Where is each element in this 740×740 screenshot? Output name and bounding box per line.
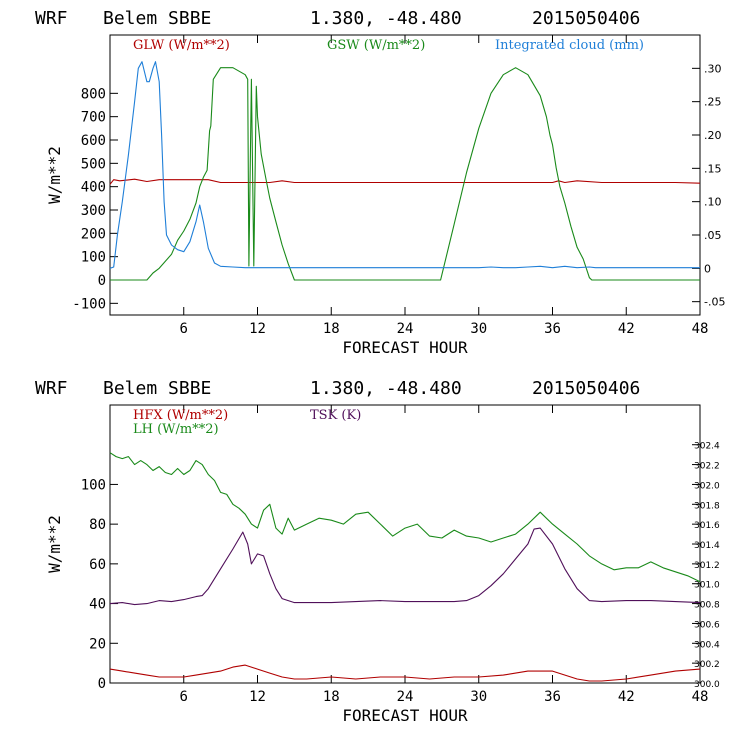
header-station: Belem SBBE xyxy=(103,8,211,29)
header-coords: 1.380, -48.480 xyxy=(310,8,462,29)
plot-frame xyxy=(109,34,701,316)
right-tick-label: 301.0 xyxy=(694,581,720,591)
x-tick-label: 30 xyxy=(470,689,487,705)
right-tick-label: 0 xyxy=(704,262,711,275)
y-tick-label: 80 xyxy=(89,517,106,533)
x-tick-label: 6 xyxy=(180,689,188,705)
x-axis-label: FORECAST HOUR xyxy=(342,706,468,725)
right-tick-label: 301.4 xyxy=(694,541,720,551)
x-tick-label: 42 xyxy=(618,689,635,705)
series-line-1 xyxy=(109,664,701,682)
right-tick-label: 300.8 xyxy=(694,601,720,611)
y-tick-label: 600 xyxy=(81,133,106,149)
header-init: 2015050406 xyxy=(532,378,640,399)
header-model: WRF xyxy=(35,8,68,29)
y-tick-label: 300 xyxy=(81,203,106,219)
right-tick-label: 300.4 xyxy=(694,640,720,650)
y-tick-label: 40 xyxy=(89,597,106,613)
right-tick-label: 302.2 xyxy=(694,462,720,472)
right-tick-label: .20 xyxy=(704,129,722,142)
header-station: Belem SBBE xyxy=(103,378,211,399)
x-tick-label: 48 xyxy=(692,321,709,337)
x-tick-label: 12 xyxy=(249,321,266,337)
x-tick-label: 48 xyxy=(692,689,709,705)
right-tick-label: .10 xyxy=(704,196,722,209)
right-tick-label: 301.8 xyxy=(694,501,720,511)
y-axis-label: W/m**2 xyxy=(45,146,64,204)
y-axis-label: W/m**2 xyxy=(45,515,64,573)
x-tick-label: 12 xyxy=(249,689,266,705)
y-tick-label: 800 xyxy=(81,86,106,102)
y-tick-label: 20 xyxy=(89,636,106,652)
y-tick-label: 100 xyxy=(81,250,106,266)
y-tick-label: 0 xyxy=(98,273,106,289)
x-tick-label: 36 xyxy=(544,689,561,705)
legend-entry-2: GSW (W/m**2) xyxy=(327,38,425,53)
y-tick-label: 100 xyxy=(81,477,106,493)
right-tick-label: 301.2 xyxy=(694,561,720,571)
series-line-3 xyxy=(109,61,700,269)
right-tick-label: .15 xyxy=(704,162,722,175)
right-tick-label: 300.2 xyxy=(694,660,720,670)
panel-1: WRF Belem SBBE 1.380, -48.480 2015050406 6 12… xyxy=(35,8,725,357)
header-init: 2015050406 xyxy=(532,8,640,29)
x-tick-label: 18 xyxy=(323,689,340,705)
x-tick-label: 6 xyxy=(180,321,188,337)
x-tick-label: 42 xyxy=(618,321,635,337)
y-tick-label: 0 xyxy=(98,676,106,692)
x-tick-label: 24 xyxy=(397,689,414,705)
series-line-1 xyxy=(109,178,701,185)
right-tick-label: .05 xyxy=(704,229,722,242)
right-tick-label: 301.6 xyxy=(694,521,720,531)
series-line-2 xyxy=(109,452,701,583)
header-coords: 1.380, -48.480 xyxy=(310,378,462,399)
y-tick-label: 60 xyxy=(89,557,106,573)
right-tick-label: 300.6 xyxy=(694,620,720,630)
x-tick-label: 18 xyxy=(323,321,340,337)
legend-entry-3: Integrated cloud (mm) xyxy=(495,38,644,53)
legend-entry-1: HFX (W/m**2) xyxy=(133,408,228,423)
right-tick-label: 302.4 xyxy=(694,442,720,452)
y-tick-label: -100 xyxy=(72,296,106,312)
plot-frame xyxy=(109,404,701,684)
legend-entry-3: TSK (K) xyxy=(310,408,361,423)
x-tick-label: 36 xyxy=(544,321,561,337)
right-tick-label: -.05 xyxy=(704,296,725,309)
right-tick-label: .25 xyxy=(704,96,722,109)
legend-entry-1: GLW (W/m**2) xyxy=(133,38,230,53)
y-tick-label: 500 xyxy=(81,156,106,172)
panel-2: WRF Belem SBBE 1.380, -48.480 2015050406 6 12… xyxy=(35,378,720,725)
y-tick-label: 400 xyxy=(81,180,106,196)
right-tick-label: 302.0 xyxy=(694,481,720,491)
right-tick-label: 300.0 xyxy=(694,680,720,690)
header-model: WRF xyxy=(35,378,68,399)
legend-entry-2: LH (W/m**2) xyxy=(133,422,219,437)
right-tick-label: .30 xyxy=(704,62,722,75)
x-axis-label: FORECAST HOUR xyxy=(342,338,468,357)
series-line-2 xyxy=(110,67,700,281)
x-tick-label: 30 xyxy=(470,321,487,337)
y-tick-label: 700 xyxy=(81,110,106,126)
series-line-3 xyxy=(109,527,701,606)
x-tick-label: 24 xyxy=(397,321,414,337)
y-tick-label: 200 xyxy=(81,226,106,242)
